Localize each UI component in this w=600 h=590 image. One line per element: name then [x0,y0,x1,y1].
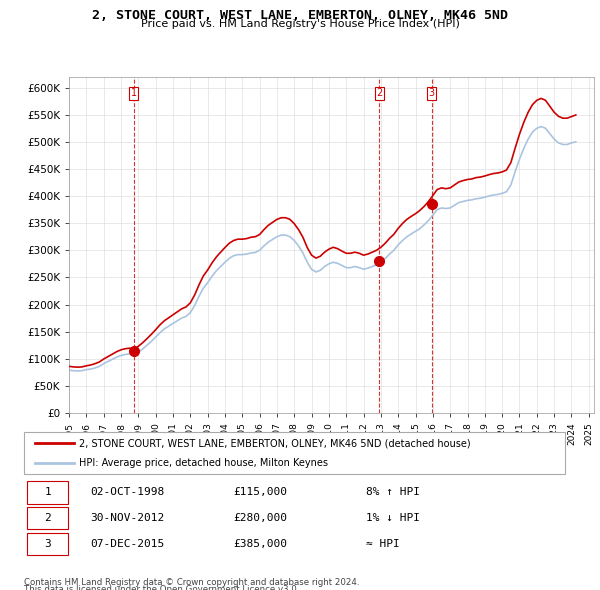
Text: £115,000: £115,000 [234,487,288,497]
Text: 2: 2 [44,513,51,523]
Text: Price paid vs. HM Land Registry's House Price Index (HPI): Price paid vs. HM Land Registry's House … [140,19,460,30]
Text: 02-OCT-1998: 02-OCT-1998 [90,487,164,497]
Text: HPI: Average price, detached house, Milton Keynes: HPI: Average price, detached house, Milt… [79,458,328,467]
Text: 1: 1 [44,487,51,497]
Text: Contains HM Land Registry data © Crown copyright and database right 2024.: Contains HM Land Registry data © Crown c… [24,578,359,587]
FancyBboxPatch shape [27,481,68,504]
Text: 30-NOV-2012: 30-NOV-2012 [90,513,164,523]
Text: 8% ↑ HPI: 8% ↑ HPI [366,487,420,497]
Text: This data is licensed under the Open Government Licence v3.0.: This data is licensed under the Open Gov… [24,585,299,590]
Text: 2, STONE COURT, WEST LANE, EMBERTON, OLNEY, MK46 5ND: 2, STONE COURT, WEST LANE, EMBERTON, OLN… [92,9,508,22]
Text: 3: 3 [428,88,435,99]
Text: 07-DEC-2015: 07-DEC-2015 [90,539,164,549]
Text: 1: 1 [131,88,137,99]
Text: 2: 2 [376,88,383,99]
Text: 1% ↓ HPI: 1% ↓ HPI [366,513,420,523]
FancyBboxPatch shape [24,432,565,474]
Text: 3: 3 [44,539,51,549]
Text: 2, STONE COURT, WEST LANE, EMBERTON, OLNEY, MK46 5ND (detached house): 2, STONE COURT, WEST LANE, EMBERTON, OLN… [79,438,471,448]
FancyBboxPatch shape [27,507,68,529]
FancyBboxPatch shape [27,533,68,555]
Text: £280,000: £280,000 [234,513,288,523]
Text: £385,000: £385,000 [234,539,288,549]
Text: ≈ HPI: ≈ HPI [366,539,400,549]
